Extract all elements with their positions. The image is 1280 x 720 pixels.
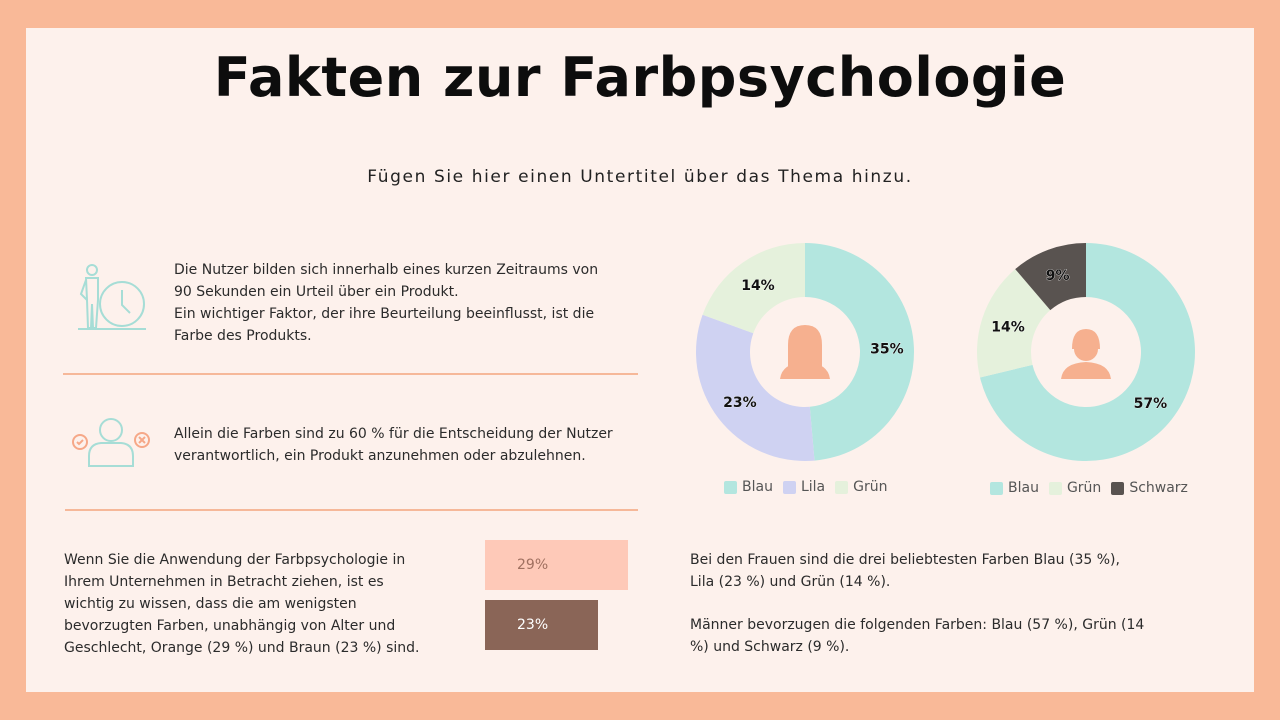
slice-label: 35% bbox=[870, 341, 904, 357]
bar-label: 29% bbox=[517, 557, 549, 573]
legend-label: Lila bbox=[800, 479, 826, 495]
legend-swatch bbox=[782, 480, 796, 494]
legend-swatch bbox=[835, 480, 849, 494]
fact-3-text: Wenn Sie die Anwendung der Farbpsycholog… bbox=[64, 552, 420, 656]
legend-label: Blau bbox=[742, 479, 773, 495]
donut-slice-grün bbox=[702, 243, 805, 334]
slice-label: 9% bbox=[1046, 268, 1070, 284]
legend-item: Lila bbox=[782, 479, 826, 495]
legend-men: Blau Grün Schwarz bbox=[990, 480, 1188, 496]
fact-1-text: Die Nutzer bilden sich innerhalb eines k… bbox=[174, 262, 599, 344]
legend-swatch bbox=[724, 480, 737, 494]
legend-swatch bbox=[1048, 481, 1062, 495]
donut-slice-blau bbox=[805, 243, 914, 461]
slice-label: 14% bbox=[991, 320, 1025, 336]
donut-slice-lila bbox=[696, 314, 815, 461]
person-decision-icon bbox=[72, 418, 150, 467]
donut-chart-women: 35% 23% 14% bbox=[696, 243, 914, 461]
man-icon bbox=[1061, 329, 1111, 379]
woman-icon bbox=[780, 325, 830, 379]
divider bbox=[63, 373, 638, 375]
slice-label: 23% bbox=[723, 395, 757, 411]
person-clock-icon bbox=[78, 264, 146, 330]
donut-slice-schwarz bbox=[1015, 243, 1086, 311]
legend-item: Grün bbox=[1048, 480, 1102, 496]
slice-label: 57% bbox=[1134, 396, 1168, 412]
bar-orange: 29% bbox=[485, 540, 628, 590]
divider bbox=[65, 509, 638, 511]
legend-label: Blau bbox=[1008, 480, 1039, 496]
men-note: Männer bevorzugen die folgenden Farben: … bbox=[690, 617, 1145, 655]
fact-2-text: Allein die Farben sind zu 60 % für die E… bbox=[174, 426, 613, 464]
legend-women: Blau Lila Grün bbox=[724, 479, 887, 495]
page-subtitle: Fügen Sie hier einen Untertitel über das… bbox=[367, 167, 913, 187]
donut-slice-grün bbox=[977, 269, 1051, 378]
legend-label: Schwarz bbox=[1129, 480, 1188, 496]
women-note: Bei den Frauen sind die drei beliebteste… bbox=[690, 552, 1120, 590]
bar-label: 23% bbox=[517, 617, 549, 633]
legend-label: Grün bbox=[1066, 480, 1102, 496]
legend-swatch bbox=[990, 481, 1003, 495]
legend-swatch bbox=[1111, 481, 1125, 495]
donut-chart-men: 57% 14% 9% bbox=[977, 243, 1195, 461]
infographic-card bbox=[26, 28, 1254, 692]
slice-label: 14% bbox=[741, 278, 775, 294]
legend-label: Grün bbox=[853, 479, 888, 495]
legend-item: Blau bbox=[724, 479, 773, 495]
legend-item: Schwarz bbox=[1111, 480, 1188, 496]
bar-braun: 23% bbox=[485, 600, 599, 650]
page-title: Fakten zur Farbpsychologie bbox=[213, 46, 1067, 109]
legend-item: Grün bbox=[835, 479, 887, 495]
legend-item: Blau bbox=[990, 480, 1039, 496]
donut-slice-blau bbox=[980, 243, 1195, 461]
